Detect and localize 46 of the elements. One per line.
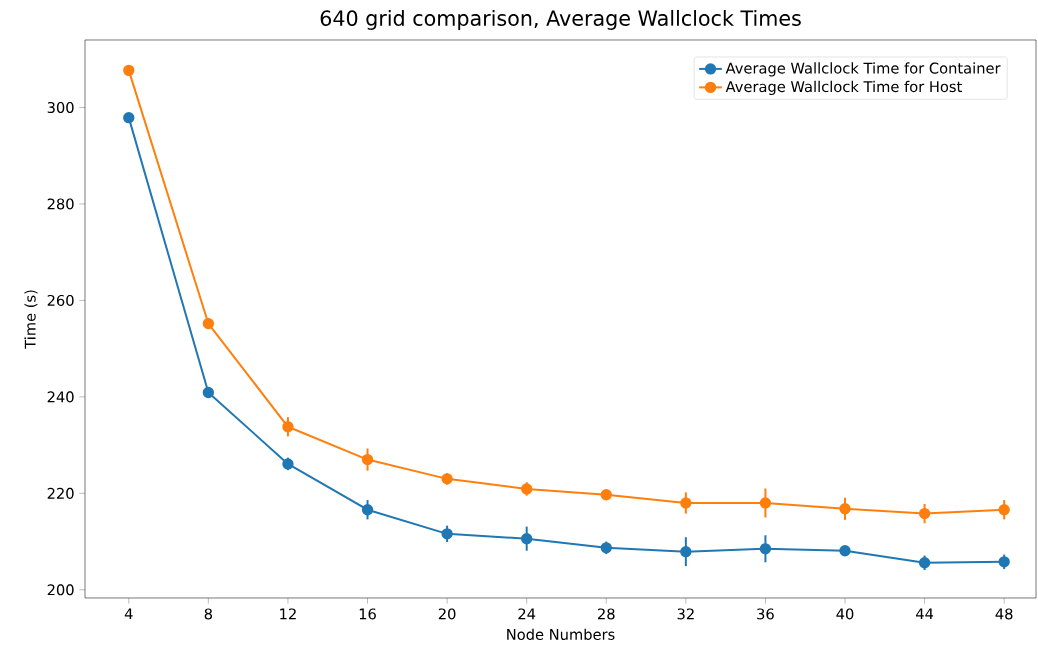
point xyxy=(839,503,851,515)
x-tick-label: 28 xyxy=(598,608,615,620)
y-tick-label: 260 xyxy=(47,294,74,306)
point xyxy=(600,489,612,501)
y-tick-label: 240 xyxy=(47,391,74,403)
point xyxy=(361,504,374,516)
x-tick-label: 12 xyxy=(280,608,296,620)
point xyxy=(441,528,453,540)
x-axis-title: Node Numbers xyxy=(507,628,615,640)
x-tick-label: 48 xyxy=(995,608,1013,620)
y-axis-title: Time (s) xyxy=(24,290,38,349)
legend-label: Average Wallclock Time for Container xyxy=(725,62,1001,77)
y-tick-label: 280 xyxy=(47,198,74,210)
point xyxy=(918,507,931,520)
point xyxy=(839,545,851,557)
point xyxy=(202,317,215,330)
point xyxy=(759,543,772,555)
x-tick-label: 32 xyxy=(677,608,694,620)
point xyxy=(680,497,692,509)
x-tick-label: 20 xyxy=(438,608,456,620)
point xyxy=(918,557,931,569)
x-tick-label: 8 xyxy=(204,608,213,620)
y-tick-label: 220 xyxy=(47,487,74,499)
legend-label: Average Wallclock Time for Host xyxy=(725,80,962,95)
y-tick-label: 200 xyxy=(47,584,74,596)
point xyxy=(600,542,612,554)
x-tick-label: 44 xyxy=(915,608,934,620)
point xyxy=(521,483,533,495)
point xyxy=(759,497,772,509)
x-tick-label: 24 xyxy=(518,608,536,620)
point xyxy=(998,504,1010,516)
point xyxy=(441,473,453,485)
x-tick-label: 4 xyxy=(124,608,133,620)
x-tick-label: 36 xyxy=(757,608,774,620)
point xyxy=(202,386,215,399)
point xyxy=(123,111,135,124)
point xyxy=(361,453,374,466)
point xyxy=(521,533,533,545)
point xyxy=(282,458,294,470)
chart-title: 640 grid comparison, Average Wallclock Times xyxy=(320,9,801,30)
y-tick-label: 300 xyxy=(47,101,74,114)
point xyxy=(123,64,135,77)
point xyxy=(282,421,294,433)
x-tick-label: 16 xyxy=(359,608,376,620)
x-tick-label: 40 xyxy=(836,608,854,620)
point xyxy=(680,546,692,558)
